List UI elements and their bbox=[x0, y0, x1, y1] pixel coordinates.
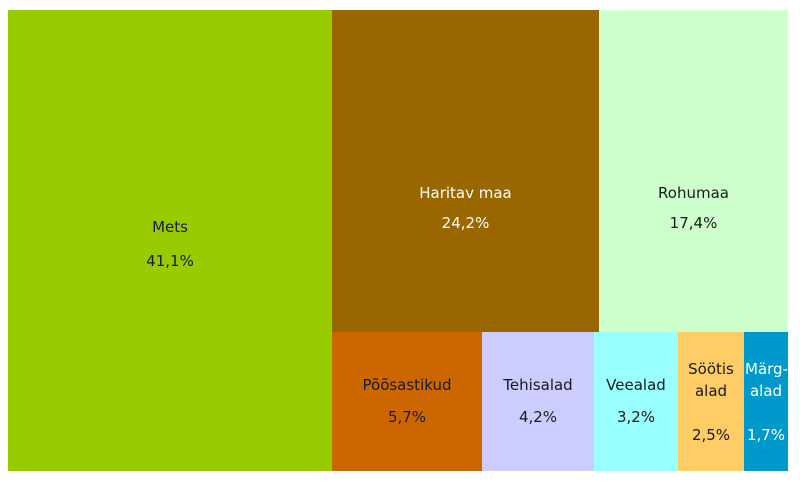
tile-category-label: Tehisalad bbox=[503, 376, 573, 394]
tile-category-label: Haritav maa bbox=[419, 184, 512, 202]
tile-category-label: Veealad bbox=[606, 376, 666, 394]
treemap-tile-6: Veealad 3,2% bbox=[594, 332, 678, 471]
tile-category-label: Rohumaa bbox=[658, 184, 729, 202]
treemap-tile-7: Söötis alad 2,5% bbox=[678, 332, 744, 471]
tile-category-label: Põõsastikud bbox=[362, 376, 452, 394]
treemap-tile-2: Haritav maa 24,2% bbox=[332, 10, 599, 332]
tile-value-label: 2,5% bbox=[691, 426, 731, 444]
treemap-tile-8: Märg- alad 1,7% bbox=[744, 332, 788, 471]
tile-value-label: 3,2% bbox=[616, 408, 656, 426]
tile-category-label: Söötis alad bbox=[688, 360, 734, 400]
tile-value-label: 1,7% bbox=[746, 426, 786, 444]
treemap-tile-3: Rohumaa 17,4% bbox=[599, 10, 788, 332]
treemap-tile-5: Tehisalad 4,2% bbox=[482, 332, 594, 471]
tile-category-label: Märg- alad bbox=[745, 360, 788, 400]
tile-category-label: Mets bbox=[152, 218, 188, 236]
treemap-tile-1: Mets 41,1% bbox=[8, 10, 332, 471]
tile-value-label: 24,2% bbox=[441, 214, 490, 232]
treemap-tile-4: Põõsastikud 5,7% bbox=[332, 332, 482, 471]
tile-value-label: 4,2% bbox=[518, 408, 558, 426]
tile-value-label: 41,1% bbox=[146, 252, 194, 270]
tile-value-label: 5,7% bbox=[387, 408, 427, 426]
tile-value-label: 17,4% bbox=[669, 214, 718, 232]
